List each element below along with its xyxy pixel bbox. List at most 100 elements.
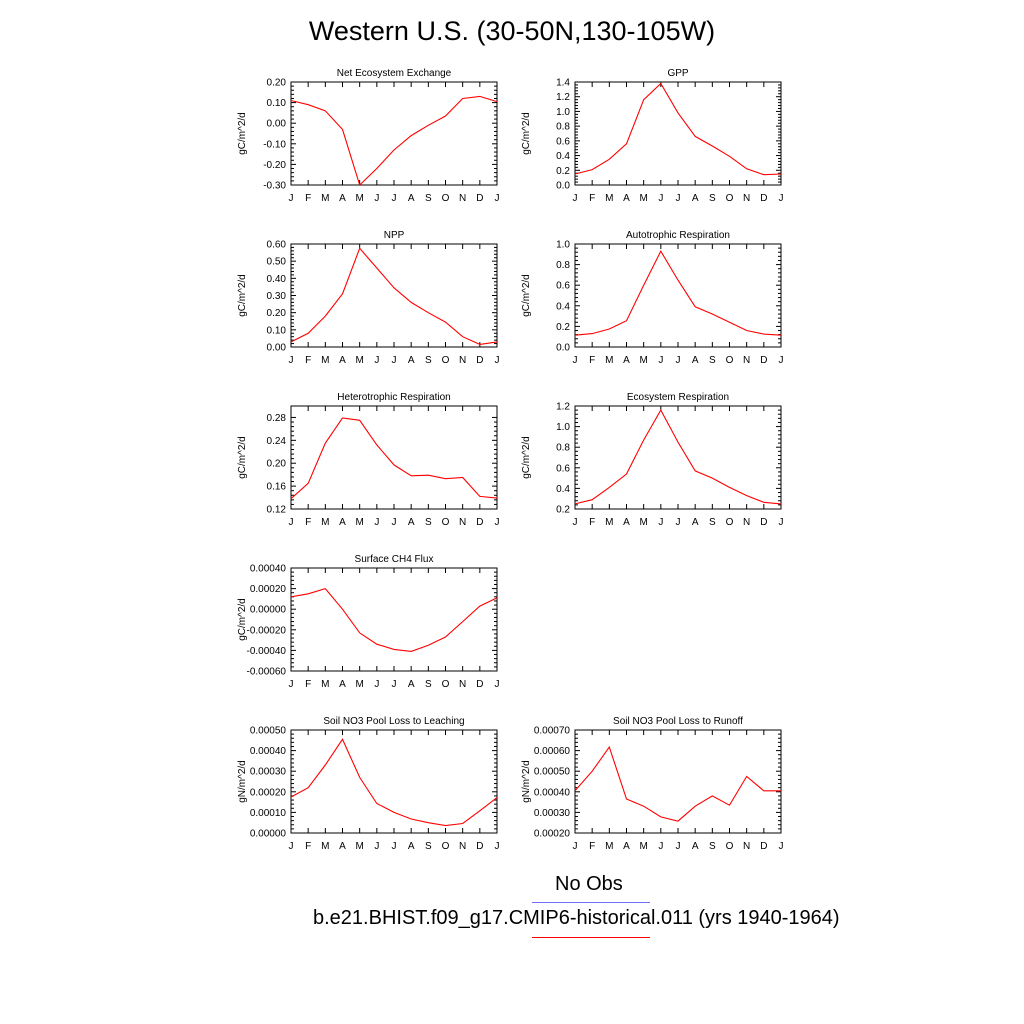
x-tick-label: J <box>658 841 663 852</box>
x-tick-label: M <box>355 841 363 852</box>
y-tick-label: 0.6 <box>556 281 570 292</box>
chart-panel-4: Autotrophic Respiration gC/m^2/d 0.0 0.2 0.4… <box>521 230 784 366</box>
x-tick-label: A <box>692 841 699 852</box>
x-tick-label: J <box>676 193 681 204</box>
y-tick-label: 0.4 <box>556 301 570 312</box>
x-tick-label: O <box>726 355 734 366</box>
x-tick-label: N <box>459 679 466 690</box>
y-tick-label: -0.10 <box>263 139 286 150</box>
series-line-model <box>290 95 498 187</box>
y-tick-label: 1.0 <box>556 240 570 251</box>
x-tick-label: J <box>779 841 784 852</box>
x-tick-label: D <box>476 355 483 366</box>
plot-frame <box>290 405 498 510</box>
x-tick-label: J <box>658 193 663 204</box>
y-tick-label: 0.10 <box>267 98 287 109</box>
x-tick-label: F <box>589 841 595 852</box>
x-tick-label: J <box>374 193 379 204</box>
y-tick-label: 0.00000 <box>250 829 287 840</box>
x-tick-label: A <box>623 841 630 852</box>
x-tick-label: A <box>408 193 415 204</box>
panel-title: NPP <box>384 230 405 241</box>
x-tick-label: M <box>355 679 363 690</box>
y-tick-label: 0.00030 <box>250 767 287 778</box>
legend-obs-line <box>532 902 650 903</box>
panel-title: Soil NO3 Pool Loss to Leaching <box>323 716 464 727</box>
series-line-model <box>290 587 498 652</box>
x-tick-label: A <box>692 193 699 204</box>
y-tick-label: 0.8 <box>556 122 570 133</box>
x-tick-label: A <box>339 517 346 528</box>
x-tick-label: M <box>355 355 363 366</box>
y-tick-label: 0.24 <box>267 436 287 447</box>
y-axis-label: gC/m^2/d <box>237 436 248 479</box>
x-tick-label: S <box>709 193 716 204</box>
series-line-model <box>574 745 781 822</box>
x-tick-label: J <box>392 193 397 204</box>
x-tick-label: D <box>476 193 483 204</box>
y-tick-label: 0.30 <box>267 291 287 302</box>
series-line-model <box>574 250 782 336</box>
y-tick-label: 0.20 <box>267 78 287 89</box>
x-tick-label: J <box>495 841 500 852</box>
y-tick-label: -0.30 <box>263 181 286 192</box>
y-tick-label: 0.10 <box>267 325 287 336</box>
x-tick-label: M <box>321 679 329 690</box>
x-tick-label: M <box>639 841 647 852</box>
y-tick-label: 0.00040 <box>250 564 287 575</box>
y-tick-label: -0.20 <box>263 160 286 171</box>
y-tick-label: 0.00020 <box>250 787 287 798</box>
y-tick-label: 0.50 <box>267 257 287 268</box>
y-tick-label: 0.00020 <box>250 584 287 595</box>
x-tick-label: N <box>743 517 750 528</box>
y-tick-label: 0.00 <box>267 119 287 130</box>
y-tick-label: 0.2 <box>556 166 570 177</box>
x-tick-label: M <box>321 193 329 204</box>
x-tick-label: O <box>442 841 450 852</box>
y-tick-label: 0.00070 <box>534 726 571 737</box>
plot-frame <box>290 567 498 672</box>
y-tick-label: 0.20 <box>267 308 287 319</box>
y-tick-label: 0.40 <box>267 274 287 285</box>
x-tick-label: O <box>442 679 450 690</box>
y-tick-label: 0.8 <box>556 260 570 271</box>
y-tick-label: 0.12 <box>267 505 287 516</box>
panel-title: Surface CH4 Flux <box>355 554 434 565</box>
x-tick-label: J <box>374 679 379 690</box>
x-tick-label: J <box>676 355 681 366</box>
y-axis-label: gC/m^2/d <box>521 112 532 155</box>
plot-frame <box>290 243 498 348</box>
x-tick-label: A <box>623 517 630 528</box>
x-tick-label: F <box>305 679 311 690</box>
series-line-model <box>290 417 498 500</box>
x-tick-label: J <box>676 517 681 528</box>
y-tick-label: 0.6 <box>556 463 570 474</box>
series-line-model <box>290 738 498 827</box>
x-tick-label: M <box>605 517 613 528</box>
x-tick-label: A <box>339 193 346 204</box>
panel-title: Autotrophic Respiration <box>626 230 730 241</box>
x-tick-label: M <box>321 355 329 366</box>
x-tick-label: J <box>374 841 379 852</box>
y-tick-label: 0.8 <box>556 443 570 454</box>
y-axis-label: gN/m^2/d <box>521 760 532 803</box>
x-tick-label: A <box>339 679 346 690</box>
x-tick-label: D <box>476 679 483 690</box>
x-tick-label: J <box>392 517 397 528</box>
y-axis-label: gN/m^2/d <box>237 760 248 803</box>
panel-title: Heterotrophic Respiration <box>337 392 450 403</box>
y-axis-label: gC/m^2/d <box>237 274 248 317</box>
y-tick-label: 0.00030 <box>534 808 571 819</box>
x-tick-label: O <box>442 517 450 528</box>
x-tick-label: J <box>374 517 379 528</box>
chart-panel-1: Net Ecosystem Exchange gC/m^2/d -0.30 -0.20… <box>237 68 500 204</box>
x-tick-label: F <box>589 517 595 528</box>
x-tick-label: N <box>459 841 466 852</box>
y-tick-label: 0.20 <box>267 459 287 470</box>
x-tick-label: N <box>743 841 750 852</box>
x-tick-label: S <box>709 355 716 366</box>
x-tick-label: A <box>623 355 630 366</box>
legend-obs-label: No Obs <box>555 873 623 895</box>
x-tick-label: M <box>355 193 363 204</box>
x-tick-label: A <box>339 841 346 852</box>
